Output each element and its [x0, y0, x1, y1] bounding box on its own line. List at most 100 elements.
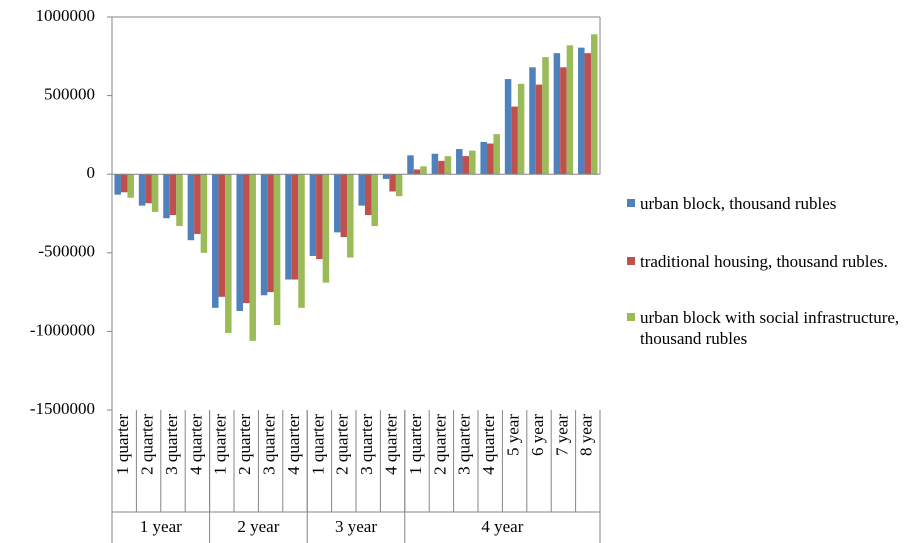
group-label: 1 year — [140, 517, 182, 536]
bar — [169, 174, 177, 216]
y-tick-label: -1500000 — [30, 399, 95, 418]
bar — [267, 174, 274, 293]
legend-swatch — [627, 257, 635, 265]
bar — [322, 174, 330, 283]
bar — [420, 166, 427, 175]
y-tick-label: 500000 — [44, 85, 95, 104]
x-tick-label: 2 quarter — [138, 414, 157, 475]
bar — [371, 174, 378, 227]
bar — [347, 174, 354, 258]
x-tick-label: 3 quarter — [260, 414, 279, 475]
bar — [138, 174, 146, 206]
bar — [469, 150, 476, 175]
bar — [200, 174, 208, 253]
x-tick-label: 4 quarter — [186, 414, 205, 475]
y-tick-label: -1000000 — [30, 320, 95, 339]
bar — [249, 174, 256, 341]
bar — [120, 174, 128, 193]
legend-item: traditional housing, thousand rubles. — [627, 251, 902, 272]
x-tick-label: 2 quarter — [235, 414, 254, 475]
group-label: 4 year — [481, 517, 523, 536]
legend-label: urban block with social infrastructure, … — [640, 308, 900, 348]
x-tick-label: 3 quarter — [357, 414, 376, 475]
x-tick-label: 4 quarter — [479, 414, 498, 475]
x-tick-label: 1 quarter — [308, 414, 327, 475]
bar — [486, 143, 494, 175]
legend-item: urban block, thousand rubles — [627, 193, 902, 214]
bar — [176, 174, 183, 227]
y-tick-label: 1000000 — [36, 6, 96, 25]
bar — [187, 174, 195, 241]
bar — [218, 174, 226, 297]
bar — [395, 174, 403, 197]
x-tick-label: 6 year — [528, 414, 547, 456]
bar — [114, 174, 121, 195]
bar — [358, 174, 365, 206]
legend-swatch — [627, 199, 635, 207]
bar — [242, 174, 250, 304]
bar — [151, 174, 159, 212]
y-tick-label: -500000 — [38, 242, 95, 261]
legend-label: traditional housing, thousand rubles. — [640, 252, 888, 271]
group-label: 2 year — [237, 517, 279, 536]
bar — [285, 174, 292, 280]
bar — [560, 67, 567, 175]
bar — [212, 174, 219, 308]
bar — [480, 141, 487, 175]
x-tick-label: 2 quarter — [430, 414, 449, 475]
x-tick-label: 1 quarter — [406, 414, 425, 475]
bar — [438, 160, 445, 175]
bar — [382, 174, 390, 179]
bar — [517, 83, 525, 175]
x-tick-label: 7 year — [552, 414, 571, 456]
bar — [542, 57, 549, 175]
bar — [584, 53, 592, 175]
x-tick-label: 5 year — [504, 414, 523, 456]
bar — [535, 84, 543, 175]
bar — [578, 47, 585, 175]
bar — [493, 134, 500, 175]
y-tick-label: 0 — [87, 163, 96, 182]
bar — [511, 106, 518, 175]
bar — [413, 169, 421, 175]
bar — [334, 174, 341, 233]
legend-label: urban block, thousand rubles — [640, 194, 837, 213]
legend-swatch — [627, 313, 635, 321]
bar — [444, 156, 452, 175]
bar — [553, 53, 561, 175]
bar — [389, 174, 396, 192]
bar — [591, 34, 598, 175]
bar — [291, 174, 299, 280]
bar — [340, 174, 348, 238]
x-tick-label: 3 quarter — [455, 414, 474, 475]
bar — [431, 153, 439, 175]
bar — [236, 174, 243, 311]
bar — [504, 79, 512, 175]
bar — [309, 174, 317, 256]
bar — [273, 174, 281, 326]
bar — [529, 67, 536, 175]
bar — [316, 174, 323, 260]
bar — [145, 174, 152, 204]
group-label: 3 year — [335, 517, 377, 536]
bar — [566, 45, 574, 175]
x-tick-label: 4 quarter — [284, 414, 303, 475]
legend-item: urban block with social infrastructure, … — [627, 307, 902, 349]
x-tick-label: 1 quarter — [211, 414, 230, 475]
bar — [194, 174, 201, 234]
x-tick-label: 8 year — [577, 414, 596, 456]
bar — [225, 174, 232, 333]
bar — [298, 174, 305, 308]
x-tick-label: 2 quarter — [333, 414, 352, 475]
x-tick-label: 1 quarter — [113, 414, 132, 475]
x-tick-label: 4 quarter — [382, 414, 401, 475]
bar — [462, 156, 470, 175]
bar — [127, 174, 134, 198]
bar — [163, 174, 170, 219]
bar — [260, 174, 268, 296]
bar — [456, 149, 463, 175]
bar — [364, 174, 372, 216]
x-tick-label: 3 quarter — [162, 414, 181, 475]
